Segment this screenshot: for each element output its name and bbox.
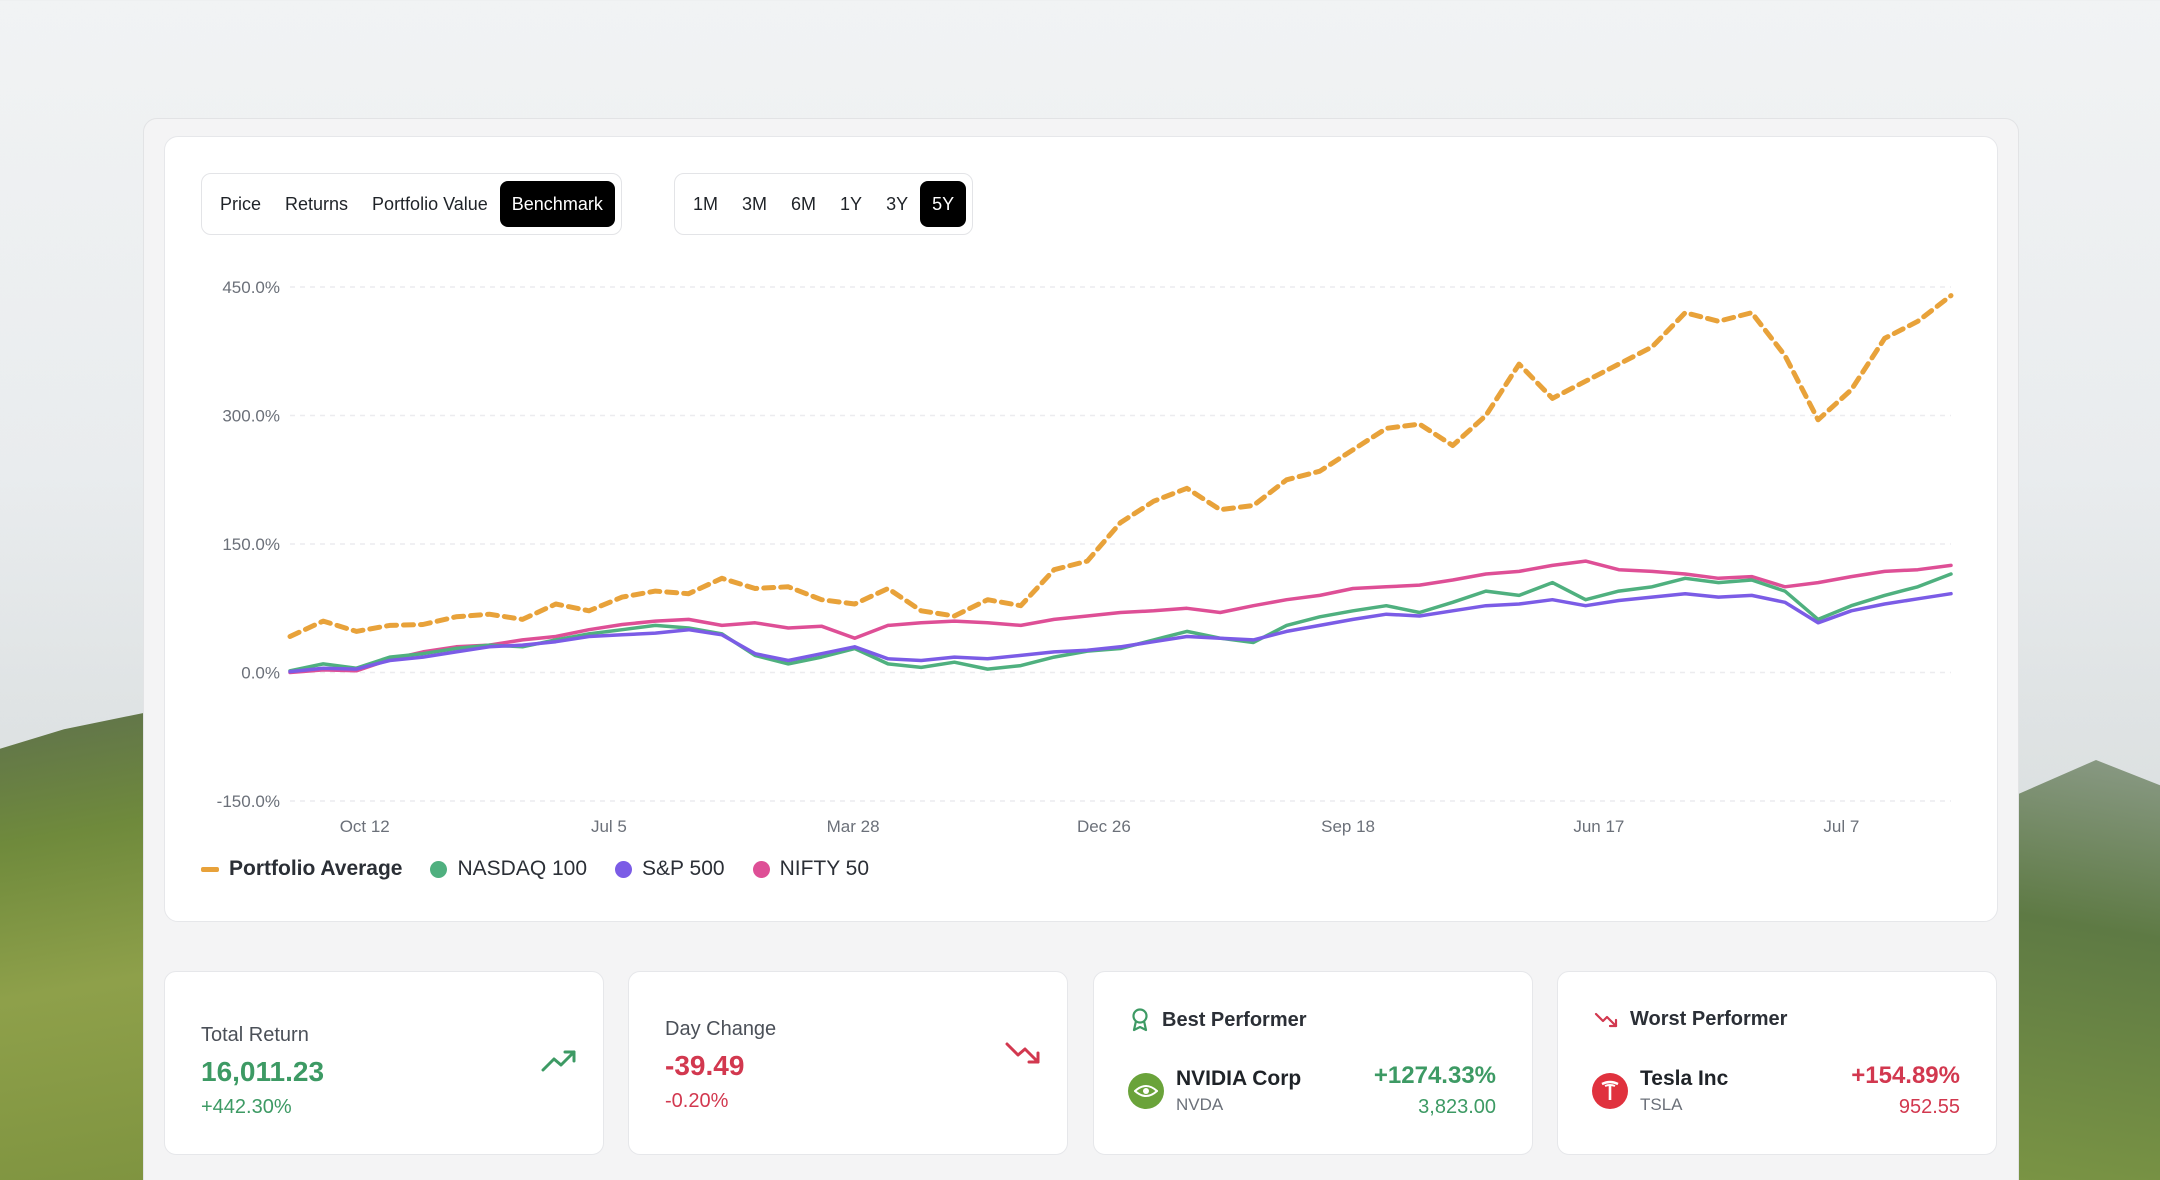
tab-portfolio-value[interactable]: Portfolio Value bbox=[360, 181, 500, 227]
legend-item-portfolio-average[interactable]: Portfolio Average bbox=[201, 857, 402, 881]
series-line-s-p-500 bbox=[288, 591, 1953, 674]
total-return-card: Total Return 16,011.23 +442.30% bbox=[164, 971, 604, 1155]
y-tick-label: 0.0% bbox=[241, 664, 280, 683]
y-tick-label: 300.0% bbox=[222, 407, 280, 426]
background-hill-right bbox=[2000, 760, 2160, 1180]
range-5y[interactable]: 5Y bbox=[920, 181, 967, 227]
day-change-value: -39.49 bbox=[665, 1050, 745, 1081]
day-change-card: Day Change -39.49 -0.20% bbox=[628, 971, 1068, 1155]
series-line-portfolio-average bbox=[287, 293, 1954, 639]
worst-performer-card: Worst Performer Tesla Inc TSLA +154.89% … bbox=[1557, 971, 1997, 1155]
benchmark-chart-card: Price Returns Portfolio Value Benchmark … bbox=[164, 136, 1998, 922]
tab-benchmark[interactable]: Benchmark bbox=[499, 181, 615, 227]
x-tick-label: Dec 26 bbox=[1077, 817, 1131, 836]
x-tick-label: Oct 12 bbox=[340, 817, 390, 836]
range-6m[interactable]: 6M bbox=[779, 181, 828, 227]
legend-item-nifty-50[interactable]: NIFTY 50 bbox=[752, 857, 870, 881]
day-change-percent: -0.20% bbox=[665, 1090, 729, 1112]
chart-view-tabs: Price Returns Portfolio Value Benchmark bbox=[201, 173, 622, 235]
legend-item-sp-500[interactable]: S&P 500 bbox=[615, 857, 725, 881]
nvidia-logo-icon bbox=[1128, 1072, 1164, 1109]
trending-up-icon bbox=[541, 1050, 576, 1072]
worst-performer-ticker: TSLA bbox=[1640, 1094, 1683, 1114]
legend-label: NIFTY 50 bbox=[779, 857, 870, 880]
best-performer-price: 3,823.00 bbox=[1418, 1096, 1496, 1118]
x-tick-label: Mar 28 bbox=[827, 817, 880, 836]
award-icon bbox=[1132, 1008, 1148, 1032]
legend-label: Portfolio Average bbox=[229, 857, 403, 880]
best-performer-percent: +1274.33% bbox=[1373, 1062, 1496, 1089]
legend-swatch-portfolio bbox=[201, 866, 219, 872]
chart-legend: Portfolio Average NASDAQ 100 S&P 500 NIF… bbox=[201, 857, 869, 881]
range-3m[interactable]: 3M bbox=[730, 181, 779, 227]
range-3y[interactable]: 3Y bbox=[874, 181, 920, 227]
y-tick-label: -150.0% bbox=[217, 792, 280, 811]
trending-down-icon bbox=[1005, 1042, 1040, 1064]
trending-down-icon bbox=[1594, 1012, 1618, 1027]
x-tick-label: Jun 17 bbox=[1573, 817, 1624, 836]
tab-returns[interactable]: Returns bbox=[273, 181, 360, 227]
y-tick-label: 150.0% bbox=[222, 535, 280, 554]
tesla-logo-icon bbox=[1592, 1072, 1628, 1109]
legend-swatch-sp500 bbox=[615, 860, 633, 878]
tesla-t-icon bbox=[1601, 1080, 1619, 1100]
best-performer-card: Best Performer NVIDIA Corp NVDA +1274.33… bbox=[1093, 971, 1533, 1155]
total-return-label: Total Return bbox=[201, 1024, 309, 1046]
x-tick-label: Sep 18 bbox=[1321, 817, 1375, 836]
legend-swatch-nifty bbox=[752, 860, 770, 878]
range-1y[interactable]: 1Y bbox=[828, 181, 874, 227]
x-tick-label: Jul 7 bbox=[1823, 817, 1859, 836]
series-line-nasdaq-100 bbox=[288, 572, 1953, 673]
eye-icon bbox=[1134, 1084, 1158, 1097]
legend-item-nasdaq-100[interactable]: NASDAQ 100 bbox=[430, 857, 587, 881]
worst-performer-header: Worst Performer bbox=[1594, 1008, 1787, 1031]
best-performer-ticker: NVDA bbox=[1176, 1094, 1224, 1114]
total-return-value: 16,011.23 bbox=[201, 1056, 325, 1087]
legend-label: NASDAQ 100 bbox=[457, 857, 588, 880]
best-performer-label: Best Performer bbox=[1162, 1008, 1307, 1031]
total-return-percent: +442.30% bbox=[201, 1096, 292, 1118]
best-performer-name: NVIDIA Corp bbox=[1176, 1066, 1302, 1090]
time-range-tabs: 1M 3M 6M 1Y 3Y 5Y bbox=[674, 173, 974, 235]
legend-label: S&P 500 bbox=[642, 857, 725, 880]
best-performer-header: Best Performer bbox=[1130, 1008, 1307, 1032]
tab-price[interactable]: Price bbox=[208, 181, 273, 227]
legend-swatch-nasdaq bbox=[430, 860, 448, 878]
background-hill-left bbox=[0, 709, 160, 1180]
worst-performer-row[interactable]: Tesla Inc TSLA +154.89% 952.55 bbox=[1592, 1062, 1960, 1119]
worst-performer-price: 952.55 bbox=[1898, 1096, 1960, 1118]
series-line-nifty-50 bbox=[288, 559, 1953, 675]
x-tick-label: Jul 5 bbox=[591, 817, 627, 836]
worst-performer-percent: +154.89% bbox=[1851, 1062, 1960, 1089]
range-1m[interactable]: 1M bbox=[681, 181, 730, 227]
worst-performer-label: Worst Performer bbox=[1630, 1008, 1788, 1030]
best-performer-row[interactable]: NVIDIA Corp NVDA +1274.33% 3,823.00 bbox=[1128, 1062, 1496, 1119]
y-tick-label: 450.0% bbox=[222, 278, 280, 297]
day-change-label: Day Change bbox=[665, 1018, 777, 1040]
benchmark-line-chart: -150.0% 0.0% 150.0% 300.0% 450.0% Oct 12 Jul 5… bbox=[217, 278, 1954, 836]
worst-performer-name: Tesla Inc bbox=[1640, 1066, 1729, 1090]
